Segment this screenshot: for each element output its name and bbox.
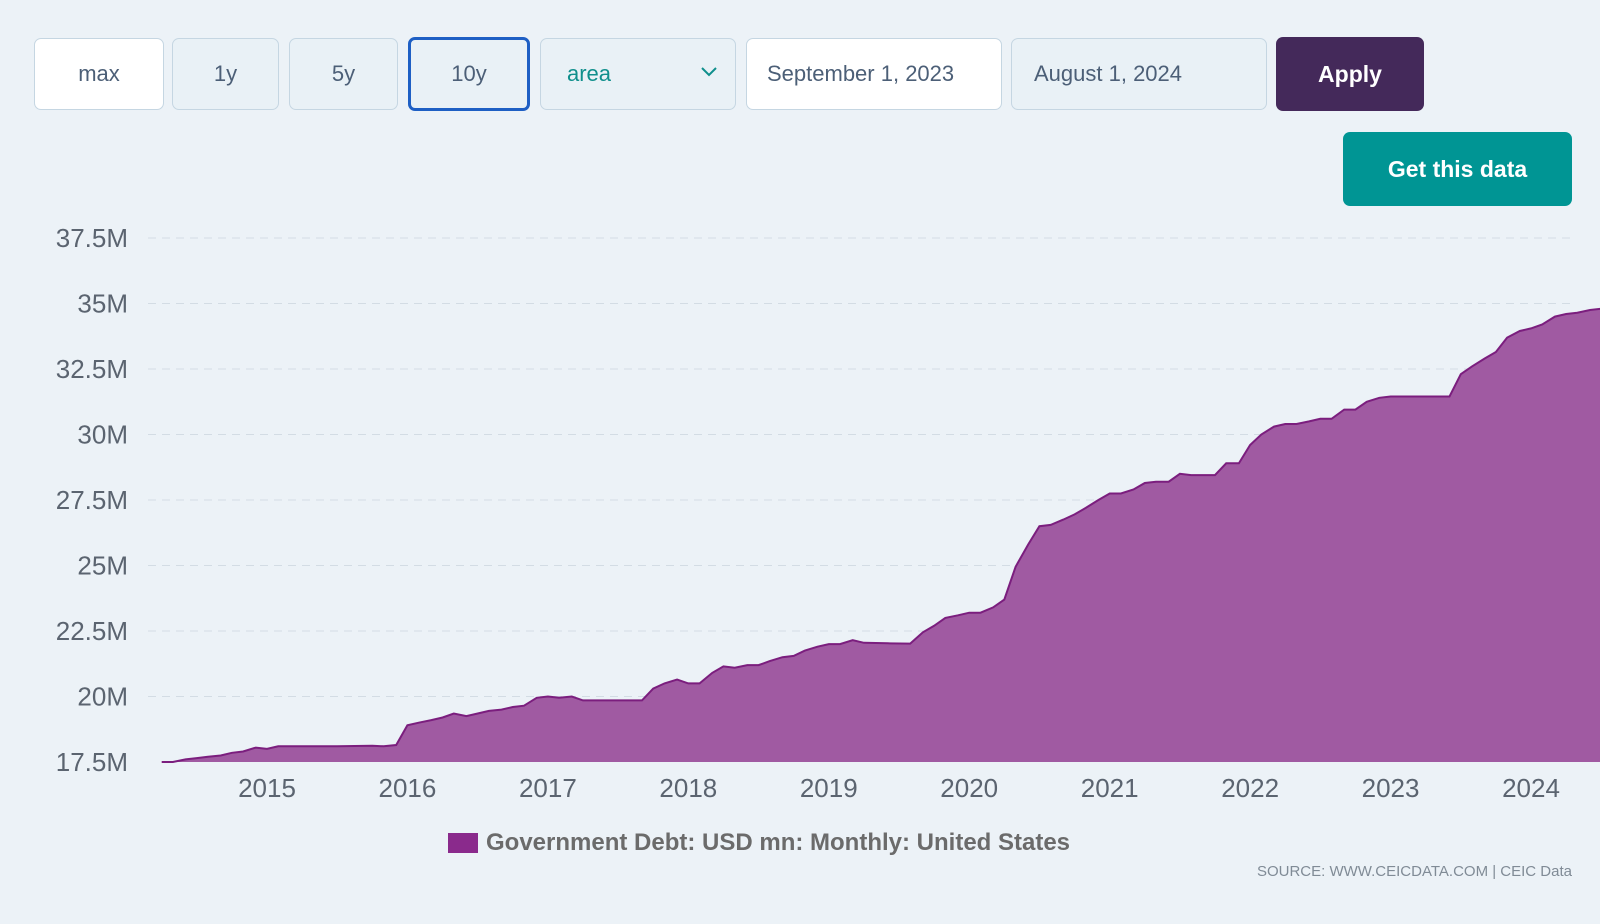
get-this-data-button[interactable]: Get this data bbox=[1343, 132, 1572, 206]
x-axis-tick-labels: 2015 2016 2017 2018 2019 2020 2021 2022 2023 2024 bbox=[238, 773, 1560, 803]
x-tick-label: 2020 bbox=[940, 773, 998, 803]
start-date-input[interactable]: September 1, 2023 bbox=[746, 38, 1002, 110]
y-tick-label: 37.5M bbox=[56, 223, 128, 253]
x-tick-label: 2018 bbox=[659, 773, 717, 803]
x-tick-label: 2017 bbox=[519, 773, 577, 803]
apply-button[interactable]: Apply bbox=[1276, 37, 1424, 111]
y-tick-label: 17.5M bbox=[56, 747, 128, 777]
x-tick-label: 2022 bbox=[1221, 773, 1279, 803]
y-tick-label: 35M bbox=[77, 289, 128, 319]
x-tick-label: 2019 bbox=[800, 773, 858, 803]
range-button-1y[interactable]: 1y bbox=[172, 38, 279, 110]
x-tick-label: 2016 bbox=[379, 773, 437, 803]
range-button-5y[interactable]: 5y bbox=[289, 38, 398, 110]
chart-type-value: area bbox=[567, 61, 612, 86]
series-line bbox=[161, 307, 1600, 763]
end-date-input[interactable]: August 1, 2024 bbox=[1011, 38, 1267, 110]
chart-type-select[interactable]: area bbox=[540, 38, 736, 110]
legend-swatch bbox=[448, 833, 478, 853]
legend-label: Government Debt: USD mn: Monthly: United… bbox=[486, 829, 1071, 856]
x-tick-label: 2021 bbox=[1081, 773, 1139, 803]
y-tick-label: 32.5M bbox=[56, 354, 128, 384]
chart-legend: Government Debt: USD mn: Monthly: United… bbox=[448, 829, 1070, 857]
source-credit: SOURCE: WWW.CEICDATA.COM | CEIC Data bbox=[1256, 863, 1572, 880]
y-tick-label: 27.5M bbox=[56, 485, 128, 515]
chevron-down-icon bbox=[701, 67, 717, 77]
y-tick-label: 30M bbox=[77, 420, 128, 450]
x-tick-label: 2024 bbox=[1502, 773, 1560, 803]
y-tick-label: 20M bbox=[77, 682, 128, 712]
x-tick-label: 2023 bbox=[1362, 773, 1420, 803]
series-area bbox=[161, 308, 1600, 762]
x-tick-label: 2015 bbox=[238, 773, 296, 803]
range-button-max[interactable]: max bbox=[34, 38, 164, 110]
range-button-10y[interactable]: 10y bbox=[408, 37, 530, 111]
y-axis-tick-labels: 17.5M 20M 22.5M 25M 27.5M 30M 32.5M 35M 37.5M bbox=[56, 223, 128, 777]
y-tick-label: 22.5M bbox=[56, 616, 128, 646]
y-tick-label: 25M bbox=[77, 551, 128, 581]
